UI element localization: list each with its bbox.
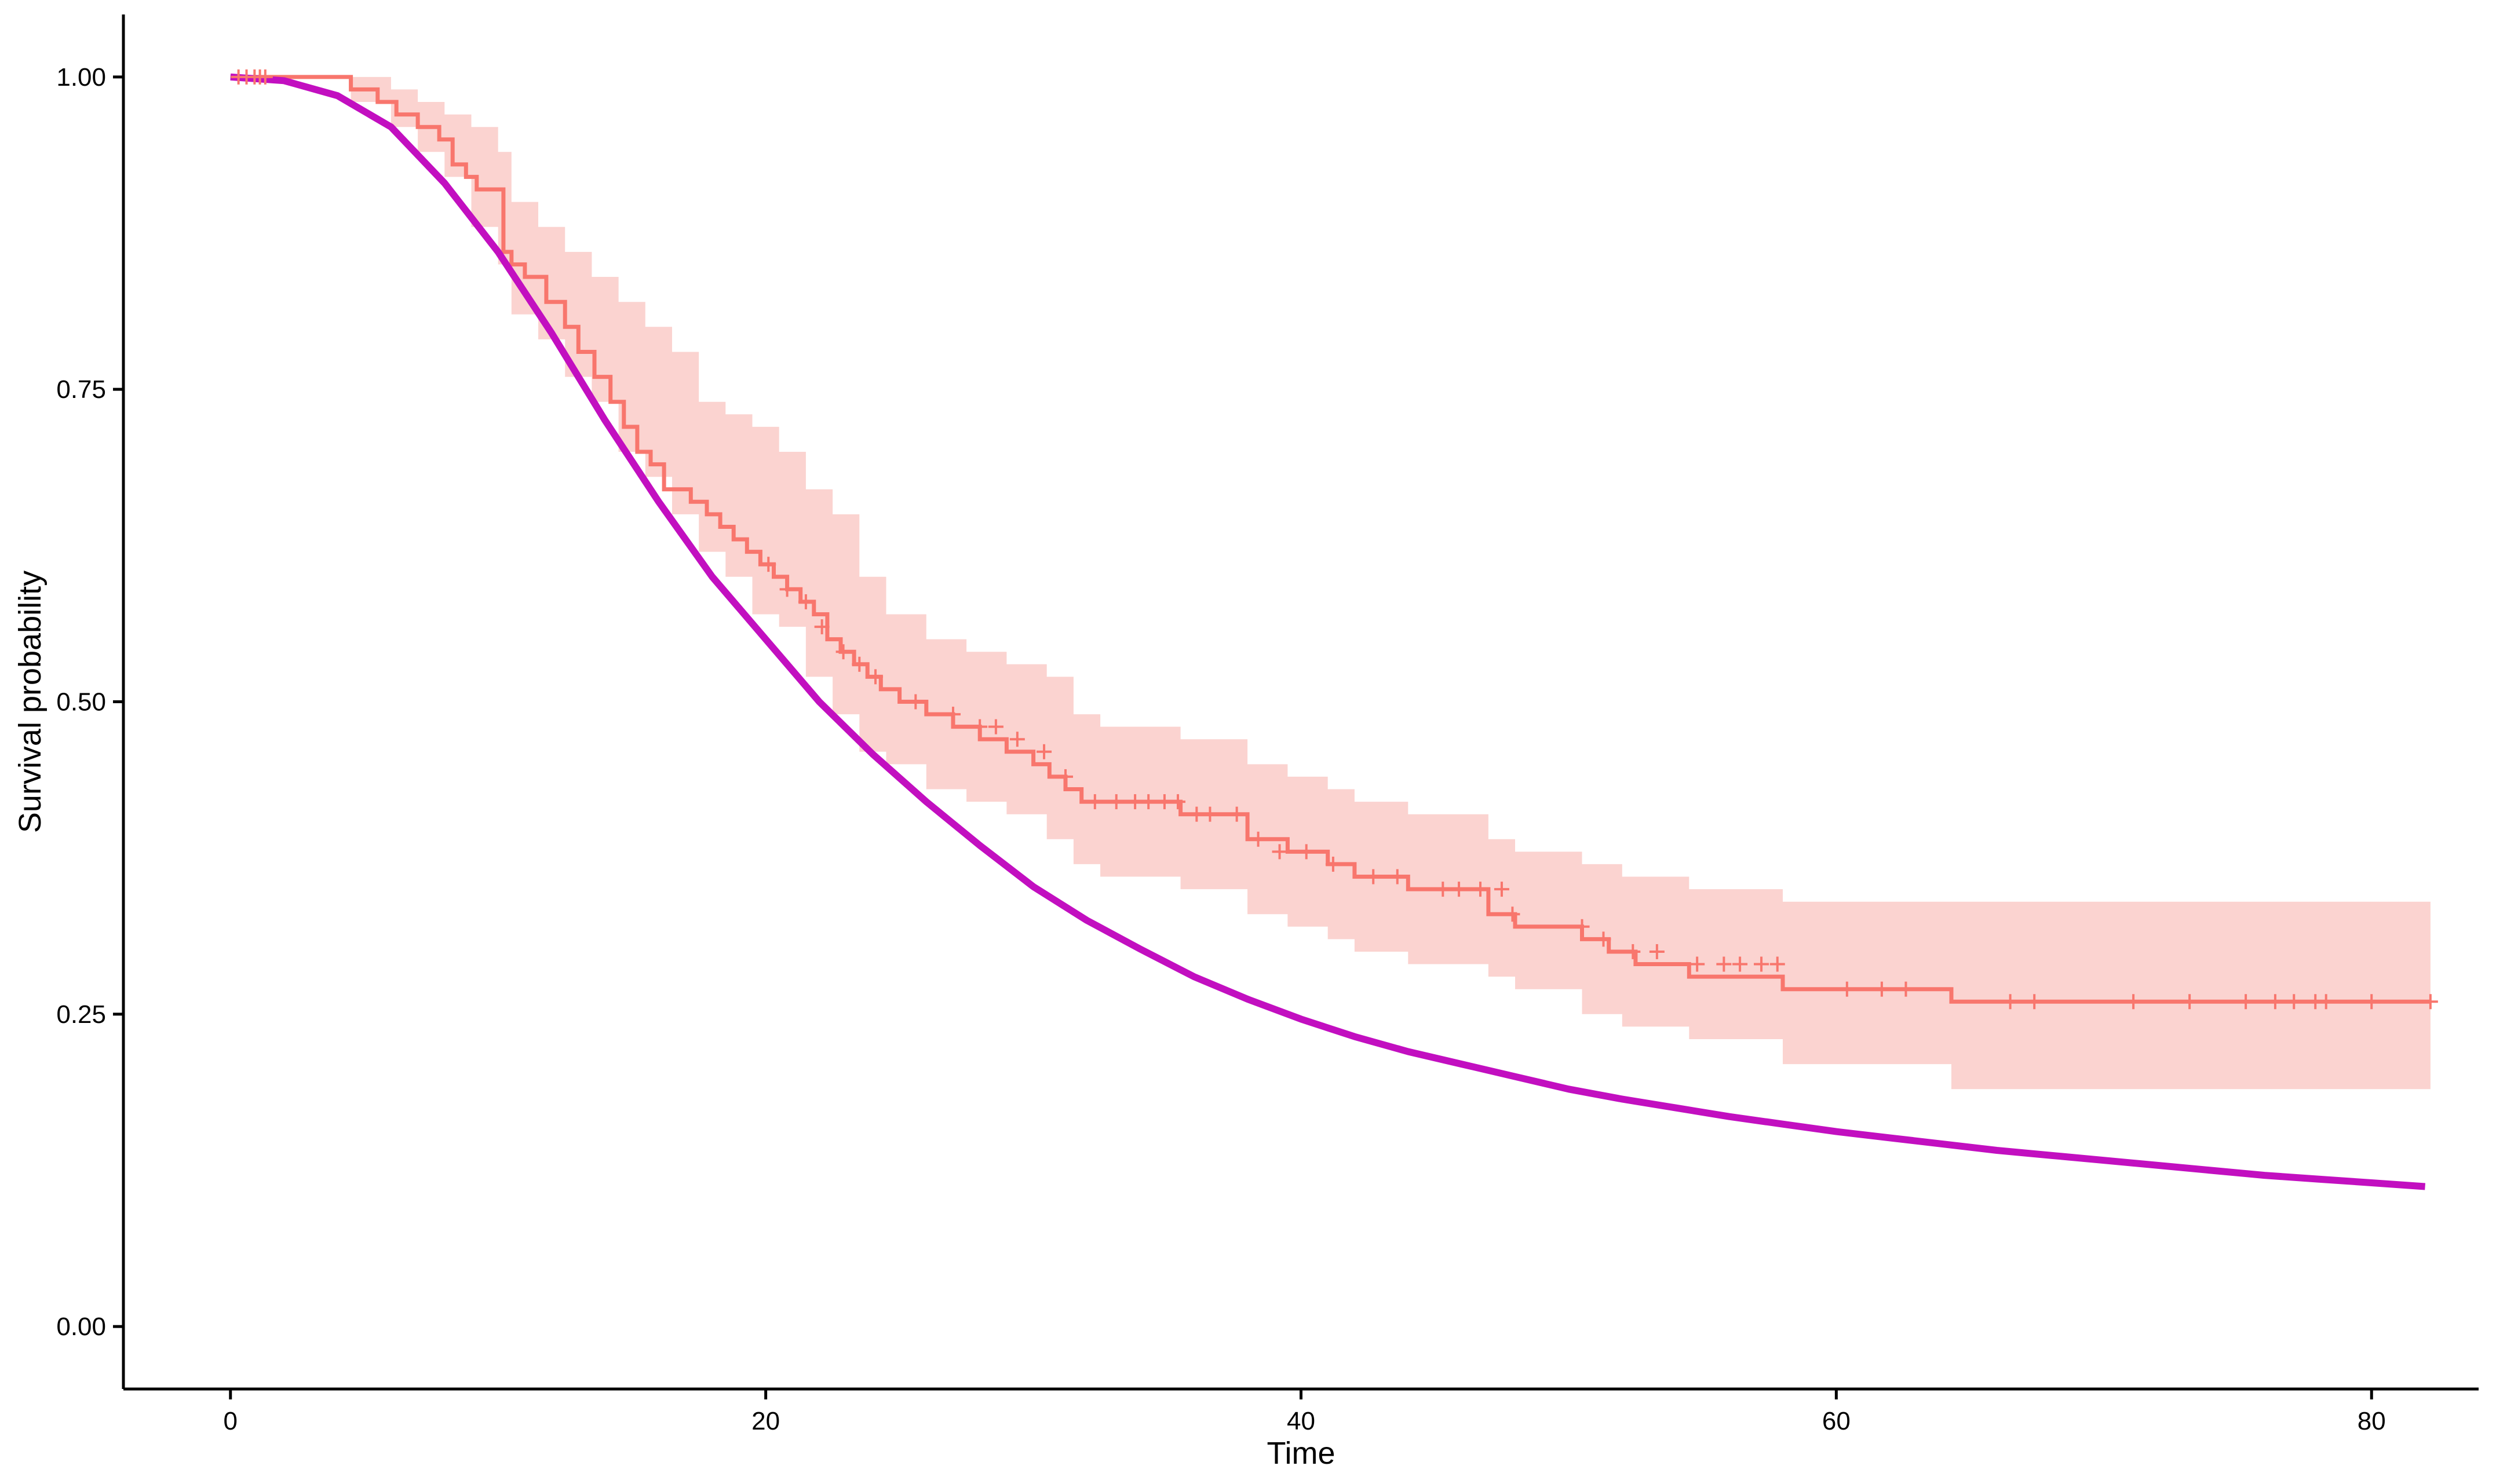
censor-mark	[1649, 944, 1665, 959]
censor-mark	[779, 582, 795, 597]
censor-mark	[1839, 981, 1855, 997]
censor-mark	[1472, 882, 1488, 897]
censor-mark	[1435, 882, 1451, 897]
y-tick-label: 0.50	[56, 688, 106, 717]
ticks-layer: 0 20 40 60 80 0.00 0.25 0.50 0.75 1.00	[56, 63, 2385, 1435]
censor-mark	[1058, 769, 1073, 784]
ci-band-layer	[230, 76, 2431, 1090]
censor-mark	[1087, 794, 1103, 810]
censor-mark	[835, 644, 851, 660]
x-tick-label: 80	[2358, 1407, 2386, 1435]
censor-mark	[945, 707, 961, 722]
censor-mark	[1170, 794, 1186, 810]
censor-mark	[908, 694, 924, 710]
censor-mark	[1505, 907, 1520, 922]
censor-mark	[988, 719, 1003, 734]
censor-mark	[1754, 956, 1769, 972]
censor-mark	[1689, 956, 1705, 972]
censor-mark	[1366, 869, 1381, 884]
censor-marks-layer	[231, 69, 2438, 1010]
censor-mark	[2286, 994, 2302, 1010]
censor-mark	[1596, 931, 1611, 947]
censor-mark	[1451, 882, 1467, 897]
censor-mark	[1202, 806, 1218, 822]
km-survival-line	[230, 75, 2431, 1004]
censor-mark	[761, 557, 776, 572]
x-tick-label: 20	[751, 1407, 780, 1435]
censor-mark	[814, 619, 830, 635]
censor-mark	[1874, 981, 1889, 997]
y-tick-label: 1.00	[56, 63, 106, 92]
censor-mark	[2238, 994, 2254, 1010]
censor-mark	[2364, 994, 2380, 1010]
censor-mark	[1389, 869, 1405, 884]
censor-mark	[1732, 956, 1748, 972]
censor-mark	[1769, 956, 1785, 972]
parametric-survival-curve	[230, 73, 2426, 1190]
censor-mark	[2422, 994, 2438, 1010]
censor-mark	[2027, 994, 2042, 1010]
censor-mark	[798, 594, 813, 609]
censor-mark	[1009, 732, 1025, 747]
censor-mark	[1108, 794, 1124, 810]
censor-mark	[1716, 956, 1732, 972]
x-tick-label: 40	[1287, 1407, 1315, 1435]
censor-mark	[852, 656, 867, 672]
censor-mark	[2267, 994, 2283, 1010]
censor-mark	[2318, 994, 2334, 1010]
censor-mark	[1127, 794, 1143, 810]
censor-mark	[2126, 994, 2141, 1010]
censor-mark	[972, 719, 988, 734]
censor-mark	[1494, 882, 1509, 897]
censor-mark	[1325, 856, 1341, 872]
censor-mark	[1272, 844, 1287, 860]
censor-mark	[2182, 994, 2198, 1010]
censor-mark	[1189, 806, 1205, 822]
censor-mark	[1037, 744, 1052, 759]
censor-mark	[2002, 994, 2018, 1010]
censor-mark	[868, 669, 884, 685]
x-axis-title: Time	[1267, 1436, 1335, 1471]
censor-mark	[1898, 981, 1914, 997]
censor-mark	[1574, 919, 1590, 934]
censor-mark	[1298, 844, 1314, 860]
y-tick-label: 0.75	[56, 375, 106, 404]
x-tick-label: 0	[224, 1407, 238, 1435]
censor-mark	[1229, 806, 1245, 822]
y-tick-label: 0.00	[56, 1313, 106, 1341]
censor-mark	[1625, 944, 1641, 959]
censor-mark	[257, 69, 273, 85]
y-tick-label: 0.25	[56, 1000, 106, 1029]
y-axis-title: Survival probability	[13, 571, 48, 833]
censor-mark	[1156, 794, 1172, 810]
confidence-band	[230, 76, 2431, 1090]
x-tick-label: 60	[1822, 1407, 1851, 1435]
censor-mark	[1141, 794, 1156, 810]
censor-mark	[1250, 831, 1266, 847]
